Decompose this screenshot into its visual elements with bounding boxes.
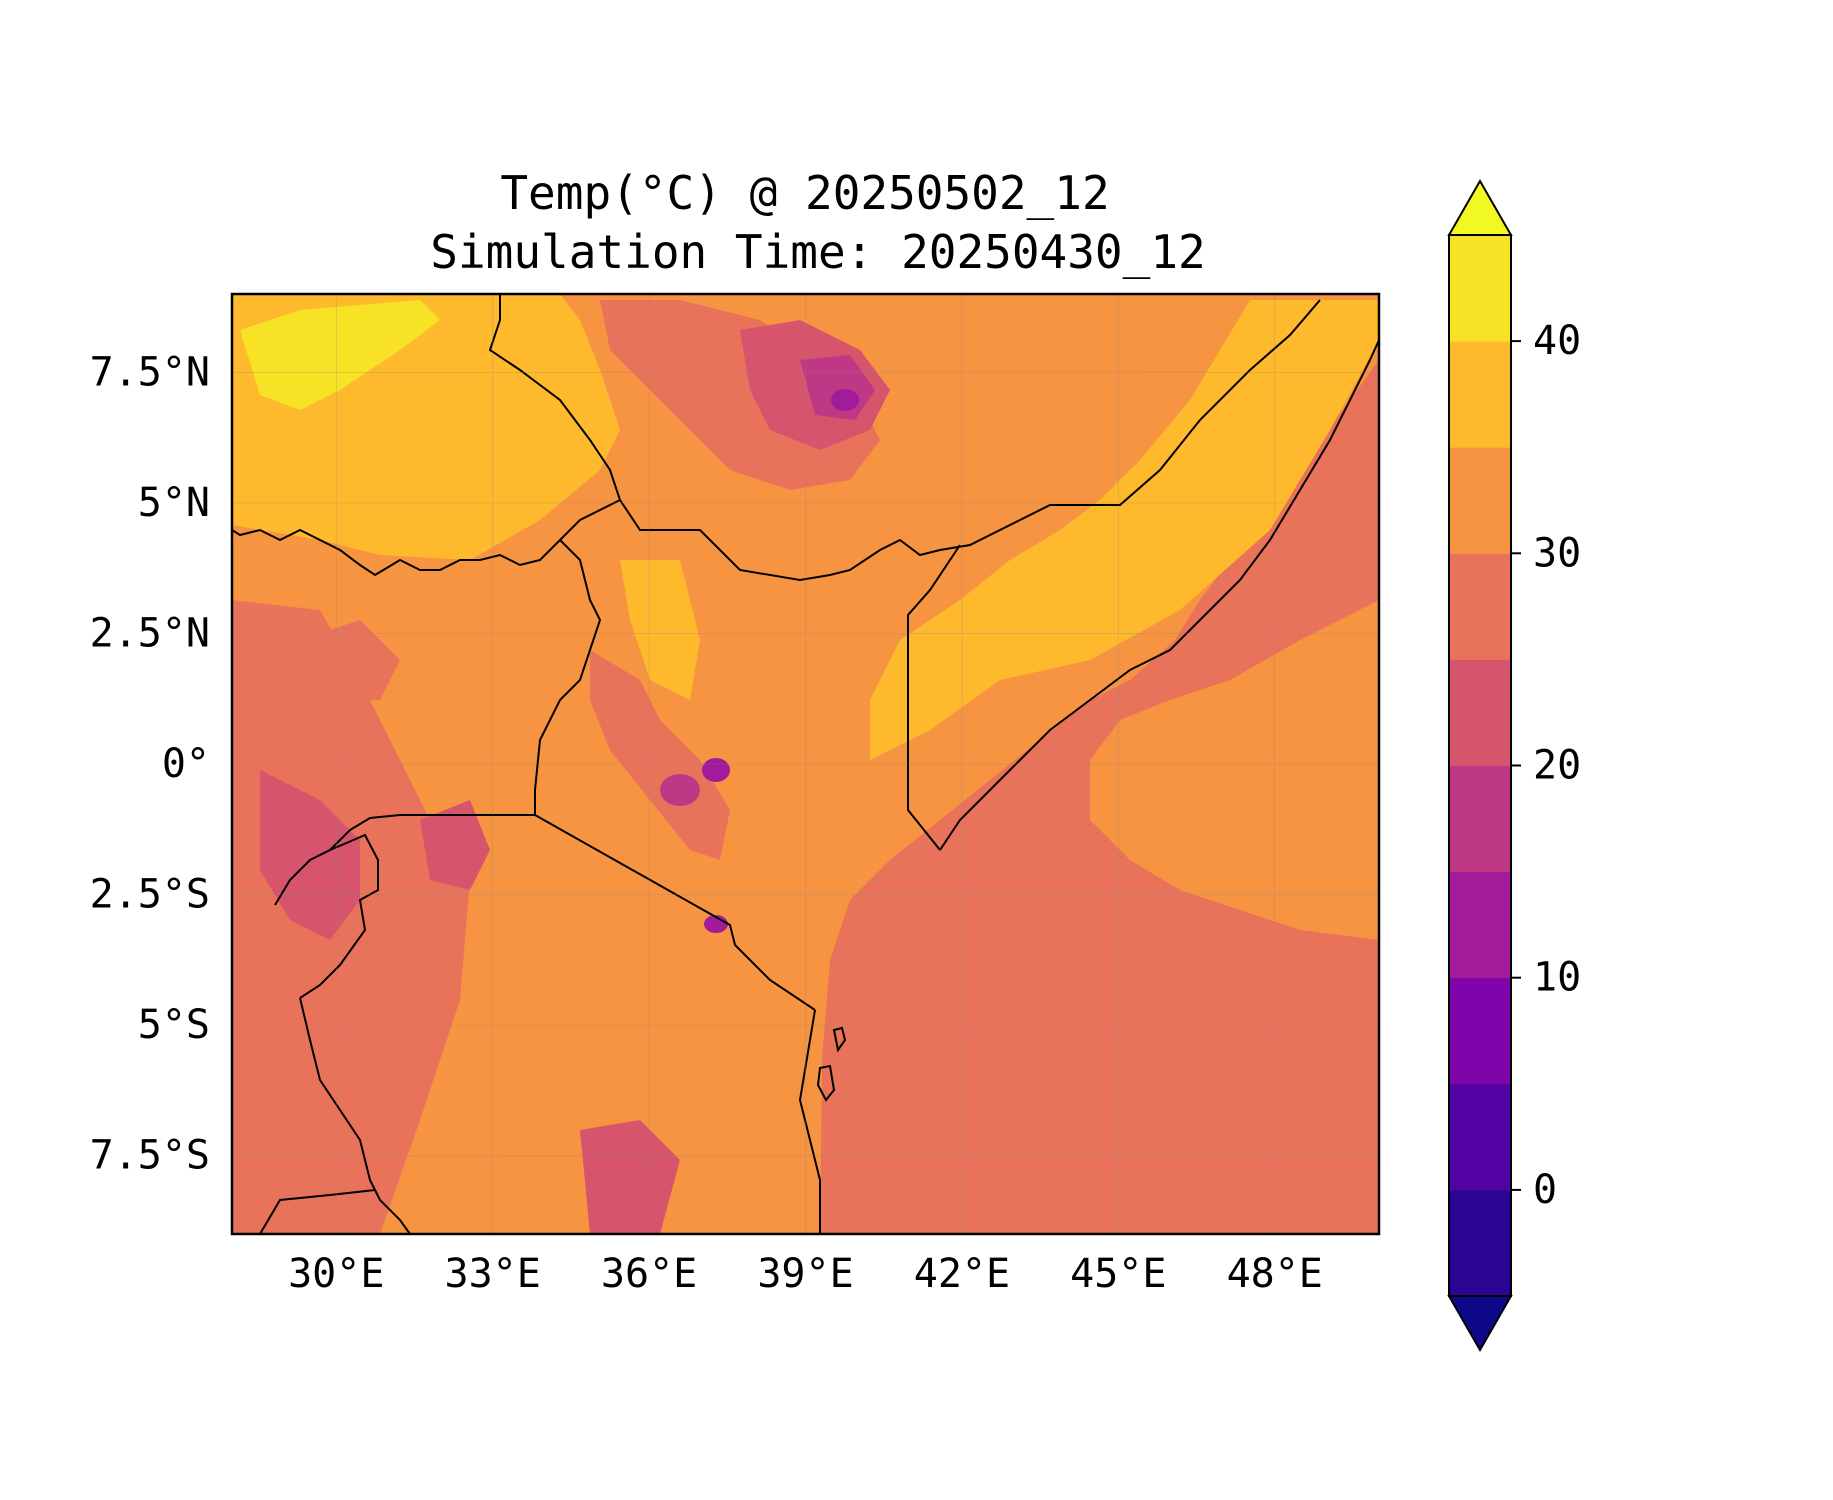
coastline-tanzania: [798, 1009, 821, 1234]
field-highlands-coldest: [831, 389, 859, 411]
colorbar-band: [1449, 659, 1511, 766]
island-pemba: [832, 1026, 847, 1053]
field-southern-highlands: [580, 1120, 680, 1234]
field-victoria-west: [420, 800, 490, 890]
x-tick-label: 39°E: [757, 1251, 853, 1297]
colorbar-band: [1449, 553, 1511, 660]
x-tick-label: 48°E: [1227, 1251, 1323, 1297]
colorbar-band: [1449, 765, 1511, 873]
colorbar-extend-max: [1447, 178, 1513, 236]
field-kenya-highlands: [590, 650, 730, 860]
island-zanzibar: [816, 1064, 836, 1102]
colorbar-ticks: 40 30 20 10 0: [1511, 318, 1581, 1213]
border-kenya-somalia: [907, 544, 961, 851]
border-ethiopia-kenya-somalia: [619, 299, 1321, 582]
y-tick-label: 5°N: [138, 480, 210, 526]
y-tick-label: 0°: [162, 741, 210, 787]
y-axis-ticks: 7.5°N 5°N 2.5°N 0° 2.5°S 5°S 7.5°S: [90, 349, 210, 1178]
x-tick-label: 45°E: [1070, 1251, 1166, 1297]
title-line-1: Temp(°C) @ 20250502_12: [500, 166, 1109, 220]
y-tick-label: 2.5°S: [90, 872, 210, 918]
border-zambia: [259, 1189, 376, 1234]
colorbar-band: [1449, 1083, 1511, 1191]
map-frame: [230, 292, 1381, 1236]
border-lake-tanganyika: [299, 997, 411, 1234]
colorbar-band: [1449, 871, 1511, 979]
field-rift-highlands: [260, 770, 360, 940]
colorbar-bands: [1449, 235, 1511, 1297]
colorbar-tick-label: 20: [1533, 743, 1581, 789]
colorbar-tick-label: 30: [1533, 530, 1581, 576]
border-tanzania-rwanda: [274, 814, 535, 906]
gridlines: [232, 294, 1379, 1234]
x-tick-label: 30°E: [288, 1251, 384, 1297]
field-hottest-north: [240, 300, 440, 410]
colorbar-band: [1449, 447, 1511, 554]
title-line-2: Simulation Time: 20250430_12: [430, 225, 1205, 279]
border-kenya-tanzania: [534, 814, 816, 1011]
y-tick-label: 7.5°N: [90, 349, 210, 395]
border-burundi: [299, 833, 379, 999]
field-western-rift: [232, 600, 470, 1234]
y-tick-label: 5°S: [138, 1002, 210, 1048]
colorbar-extend-min: [1447, 1295, 1513, 1353]
field-offshore-warm: [1090, 600, 1379, 940]
colorbar-band: [1449, 235, 1511, 342]
y-tick-label: 7.5°S: [90, 1133, 210, 1179]
colorbar-tick-label: 0: [1533, 1167, 1557, 1213]
colorbar-band: [1449, 341, 1511, 448]
temperature-field: [232, 294, 1379, 1234]
border-south-sudan: [232, 294, 622, 577]
field-uganda-cooler: [300, 620, 400, 700]
colorbar-tick-label: 10: [1533, 955, 1581, 1001]
y-tick-label: 2.5°N: [90, 610, 210, 656]
colorbar-band: [1449, 1189, 1511, 1297]
colorbar-band: [1449, 977, 1511, 1085]
x-axis-ticks: 30°E 33°E 36°E 39°E 42°E 45°E 48°E: [288, 1251, 1323, 1297]
colorbar-tick-label: 40: [1533, 318, 1581, 364]
map-panel: 30°E 33°E 36°E 39°E 42°E 45°E 48°E 7.5°N 5°N 2.5…: [90, 292, 1381, 1297]
field-mt-kenya: [702, 758, 730, 782]
x-tick-label: 36°E: [601, 1251, 697, 1297]
border-uganda-kenya: [534, 539, 602, 815]
field-kenya-cool: [660, 774, 700, 806]
field-turkana-hot: [620, 560, 700, 700]
coastline-somalia: [939, 339, 1379, 851]
colorbar: 40 30 20 10 0: [1447, 178, 1581, 1353]
country-borders: [232, 294, 1379, 1234]
x-tick-label: 42°E: [914, 1251, 1010, 1297]
field-somalia-hot: [870, 300, 1379, 760]
x-tick-label: 33°E: [445, 1251, 541, 1297]
